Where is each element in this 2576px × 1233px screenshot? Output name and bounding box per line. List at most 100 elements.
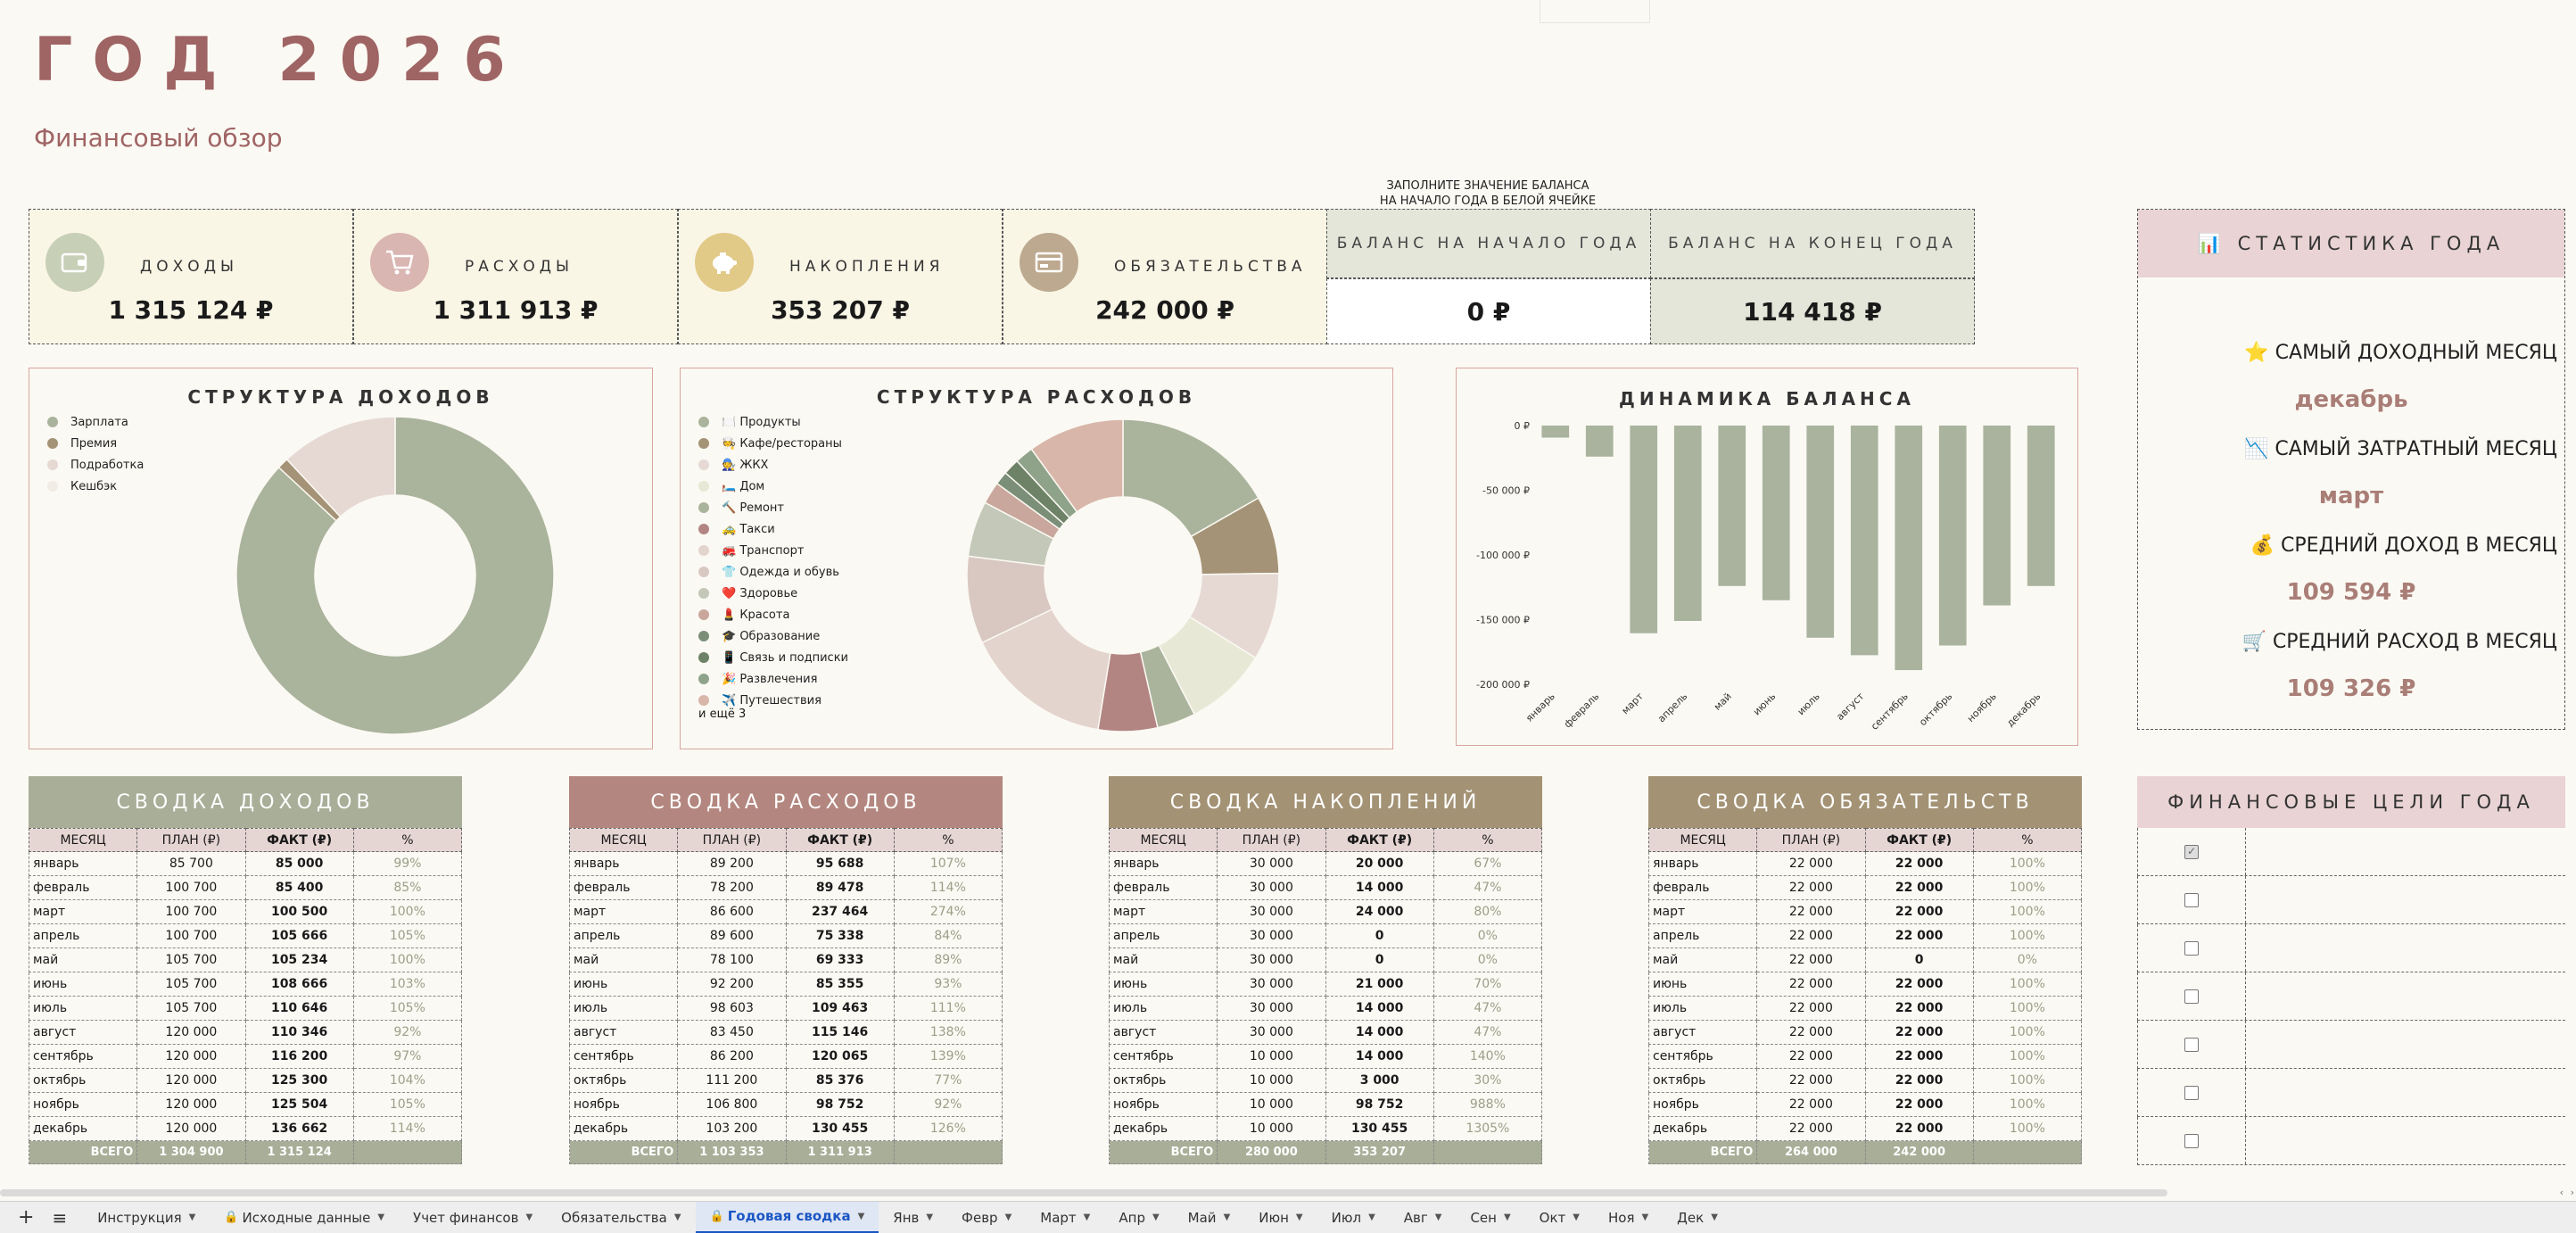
- table-cell[interactable]: 22 000: [1864, 1068, 1974, 1093]
- table-cell[interactable]: 106 800: [677, 1092, 787, 1117]
- table-cell[interactable]: 30 000: [1217, 851, 1326, 876]
- table-cell[interactable]: 109 463: [785, 996, 895, 1021]
- all-sheets-menu-icon[interactable]: ≡: [52, 1206, 68, 1229]
- table-cell[interactable]: 105%: [352, 996, 463, 1021]
- table-cell[interactable]: 22 000: [1864, 996, 1974, 1021]
- table-cell[interactable]: август: [568, 1020, 679, 1045]
- table-cell[interactable]: 85 355: [785, 972, 895, 997]
- table-cell[interactable]: июль: [568, 996, 679, 1021]
- table-cell[interactable]: 67%: [1432, 851, 1543, 876]
- table-cell[interactable]: 22 000: [1864, 875, 1974, 900]
- table-cell[interactable]: 274%: [893, 899, 1003, 924]
- table-cell[interactable]: 116 200: [244, 1044, 354, 1069]
- table-cell[interactable]: 75 338: [785, 923, 895, 948]
- chevron-down-icon[interactable]: ▼: [926, 1212, 934, 1222]
- table-cell[interactable]: 22 000: [1756, 1116, 1866, 1141]
- table-cell[interactable]: 105%: [352, 923, 463, 948]
- sheet-tab[interactable]: Июн ▼: [1244, 1202, 1317, 1233]
- table-cell[interactable]: март: [568, 899, 679, 924]
- table-cell[interactable]: 136 662: [244, 1116, 354, 1141]
- chevron-down-icon[interactable]: ▼: [1641, 1212, 1649, 1222]
- table-cell[interactable]: октябрь: [568, 1068, 679, 1093]
- table-cell[interactable]: сентябрь: [1108, 1044, 1218, 1069]
- table-cell[interactable]: апрель: [1647, 923, 1758, 948]
- table-cell[interactable]: ноябрь: [1108, 1092, 1218, 1117]
- table-cell[interactable]: 100%: [1972, 996, 2083, 1021]
- table-cell[interactable]: 89 478: [785, 875, 895, 900]
- table-cell[interactable]: 22 000: [1756, 1068, 1866, 1093]
- table-cell[interactable]: 30 000: [1217, 923, 1326, 948]
- goal-text-cell[interactable]: [2245, 1021, 2246, 1068]
- table-cell[interactable]: 22 000: [1864, 1092, 1974, 1117]
- table-cell[interactable]: 77%: [893, 1068, 1003, 1093]
- chevron-down-icon[interactable]: ▼: [1152, 1212, 1160, 1222]
- chevron-down-icon[interactable]: ▼: [1368, 1212, 1375, 1222]
- table-cell[interactable]: 86 200: [677, 1044, 787, 1069]
- table-cell[interactable]: сентябрь: [28, 1044, 138, 1069]
- table-cell[interactable]: 30 000: [1217, 996, 1326, 1021]
- table-cell[interactable]: 0%: [1432, 948, 1543, 972]
- chevron-down-icon[interactable]: ▼: [1223, 1212, 1231, 1222]
- sheet-tab[interactable]: Апр ▼: [1104, 1202, 1173, 1233]
- chevron-down-icon[interactable]: ▼: [1434, 1212, 1442, 1222]
- goal-checkbox[interactable]: [2184, 1038, 2199, 1052]
- goal-text-cell[interactable]: [2245, 1117, 2246, 1164]
- table-cell[interactable]: 83 450: [677, 1020, 787, 1045]
- table-cell[interactable]: 30 000: [1217, 899, 1326, 924]
- table-cell[interactable]: 93%: [893, 972, 1003, 997]
- table-cell[interactable]: 22 000: [1756, 948, 1866, 972]
- table-cell[interactable]: 10 000: [1217, 1092, 1326, 1117]
- table-cell[interactable]: 89%: [893, 948, 1003, 972]
- goal-checkbox[interactable]: [2184, 941, 2199, 956]
- table-cell[interactable]: 97%: [352, 1044, 463, 1069]
- table-cell[interactable]: 237 464: [785, 899, 895, 924]
- table-cell[interactable]: 98 603: [677, 996, 787, 1021]
- table-cell[interactable]: 92 200: [677, 972, 787, 997]
- table-cell[interactable]: январь: [568, 851, 679, 876]
- table-cell[interactable]: 100%: [1972, 875, 2083, 900]
- goal-checkbox[interactable]: [2184, 893, 2199, 907]
- table-cell[interactable]: 100%: [1972, 1020, 2083, 1045]
- table-cell[interactable]: 120 000: [136, 1020, 246, 1045]
- table-cell[interactable]: 84%: [893, 923, 1003, 948]
- table-cell[interactable]: 30 000: [1217, 1020, 1326, 1045]
- table-cell[interactable]: 105 666: [244, 923, 354, 948]
- table-cell[interactable]: 10 000: [1217, 1068, 1326, 1093]
- table-cell[interactable]: 22 000: [1756, 923, 1866, 948]
- chevron-down-icon[interactable]: ▼: [857, 1211, 865, 1221]
- horizontal-scrollbar[interactable]: ‹ ›: [0, 1187, 2576, 1199]
- table-cell[interactable]: 22 000: [1756, 1092, 1866, 1117]
- table-cell[interactable]: 14 000: [1325, 1020, 1434, 1045]
- table-cell[interactable]: 22 000: [1864, 1116, 1974, 1141]
- table-cell[interactable]: 22 000: [1864, 1044, 1974, 1069]
- table-cell[interactable]: 85 376: [785, 1068, 895, 1093]
- goal-checkbox[interactable]: [2184, 1134, 2199, 1148]
- table-cell[interactable]: 98 752: [1325, 1092, 1434, 1117]
- sheet-tab[interactable]: Инструкция ▼: [83, 1202, 210, 1233]
- table-cell[interactable]: 108 666: [244, 972, 354, 997]
- table-cell[interactable]: 0: [1864, 948, 1974, 972]
- sheet-tab[interactable]: 🔒 Годовая сводка ▼: [695, 1201, 879, 1233]
- table-cell[interactable]: 30%: [1432, 1068, 1543, 1093]
- table-cell[interactable]: 30 000: [1217, 948, 1326, 972]
- table-cell[interactable]: 70%: [1432, 972, 1543, 997]
- table-cell[interactable]: октябрь: [1108, 1068, 1218, 1093]
- table-cell[interactable]: 100%: [1972, 972, 2083, 997]
- table-cell[interactable]: 130 455: [1325, 1116, 1434, 1141]
- table-cell[interactable]: 14 000: [1325, 875, 1434, 900]
- goal-checkbox[interactable]: [2184, 1086, 2199, 1100]
- table-cell[interactable]: 103 200: [677, 1116, 787, 1141]
- table-cell[interactable]: 104%: [352, 1068, 463, 1093]
- table-cell[interactable]: 10 000: [1217, 1044, 1326, 1069]
- table-cell[interactable]: 22 000: [1756, 972, 1866, 997]
- table-cell[interactable]: 107%: [893, 851, 1003, 876]
- table-cell[interactable]: август: [28, 1020, 138, 1045]
- table-cell[interactable]: 100%: [1972, 923, 2083, 948]
- table-cell[interactable]: 100%: [352, 899, 463, 924]
- sheet-tab[interactable]: Окт ▼: [1525, 1202, 1594, 1233]
- table-cell[interactable]: 22 000: [1864, 899, 1974, 924]
- table-cell[interactable]: июнь: [1647, 972, 1758, 997]
- sheet-tab[interactable]: Сен ▼: [1456, 1202, 1524, 1233]
- balance-start-input[interactable]: 0 ₽: [1326, 278, 1651, 344]
- table-cell[interactable]: 139%: [893, 1044, 1003, 1069]
